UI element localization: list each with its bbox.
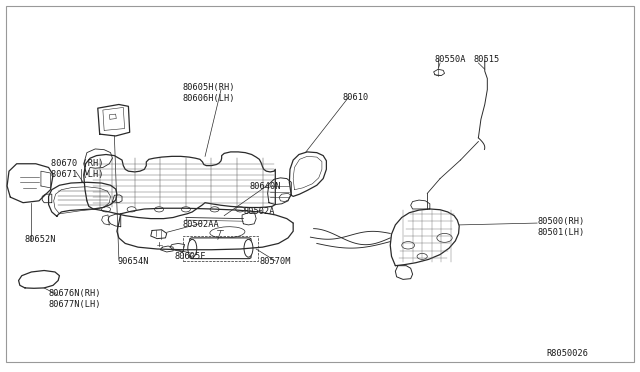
Text: 80500(RH)
80501(LH): 80500(RH) 80501(LH) (537, 217, 584, 237)
FancyBboxPatch shape (189, 238, 251, 259)
Text: 80502AA: 80502AA (182, 221, 220, 230)
Text: 80640N: 80640N (250, 182, 281, 190)
Text: 80670 (RH)
80671 (LH): 80670 (RH) 80671 (LH) (51, 159, 103, 179)
Ellipse shape (210, 227, 245, 238)
Text: 80502A: 80502A (243, 208, 275, 217)
Text: 80652N: 80652N (25, 235, 56, 244)
Bar (182, 235, 258, 261)
Text: 80605H(RH)
80606H(LH): 80605H(RH) 80606H(LH) (182, 83, 235, 103)
Text: 80605F: 80605F (174, 252, 206, 261)
Ellipse shape (244, 239, 253, 257)
Text: 80610: 80610 (342, 93, 369, 102)
Text: 90654N: 90654N (118, 257, 149, 266)
Text: 80570M: 80570M (259, 257, 291, 266)
Text: 80550A: 80550A (435, 55, 467, 64)
Text: 80515: 80515 (473, 55, 499, 64)
Ellipse shape (188, 239, 196, 257)
Text: 80676N(RH)
80677N(LH): 80676N(RH) 80677N(LH) (49, 289, 101, 309)
Text: R8050026: R8050026 (547, 349, 589, 358)
